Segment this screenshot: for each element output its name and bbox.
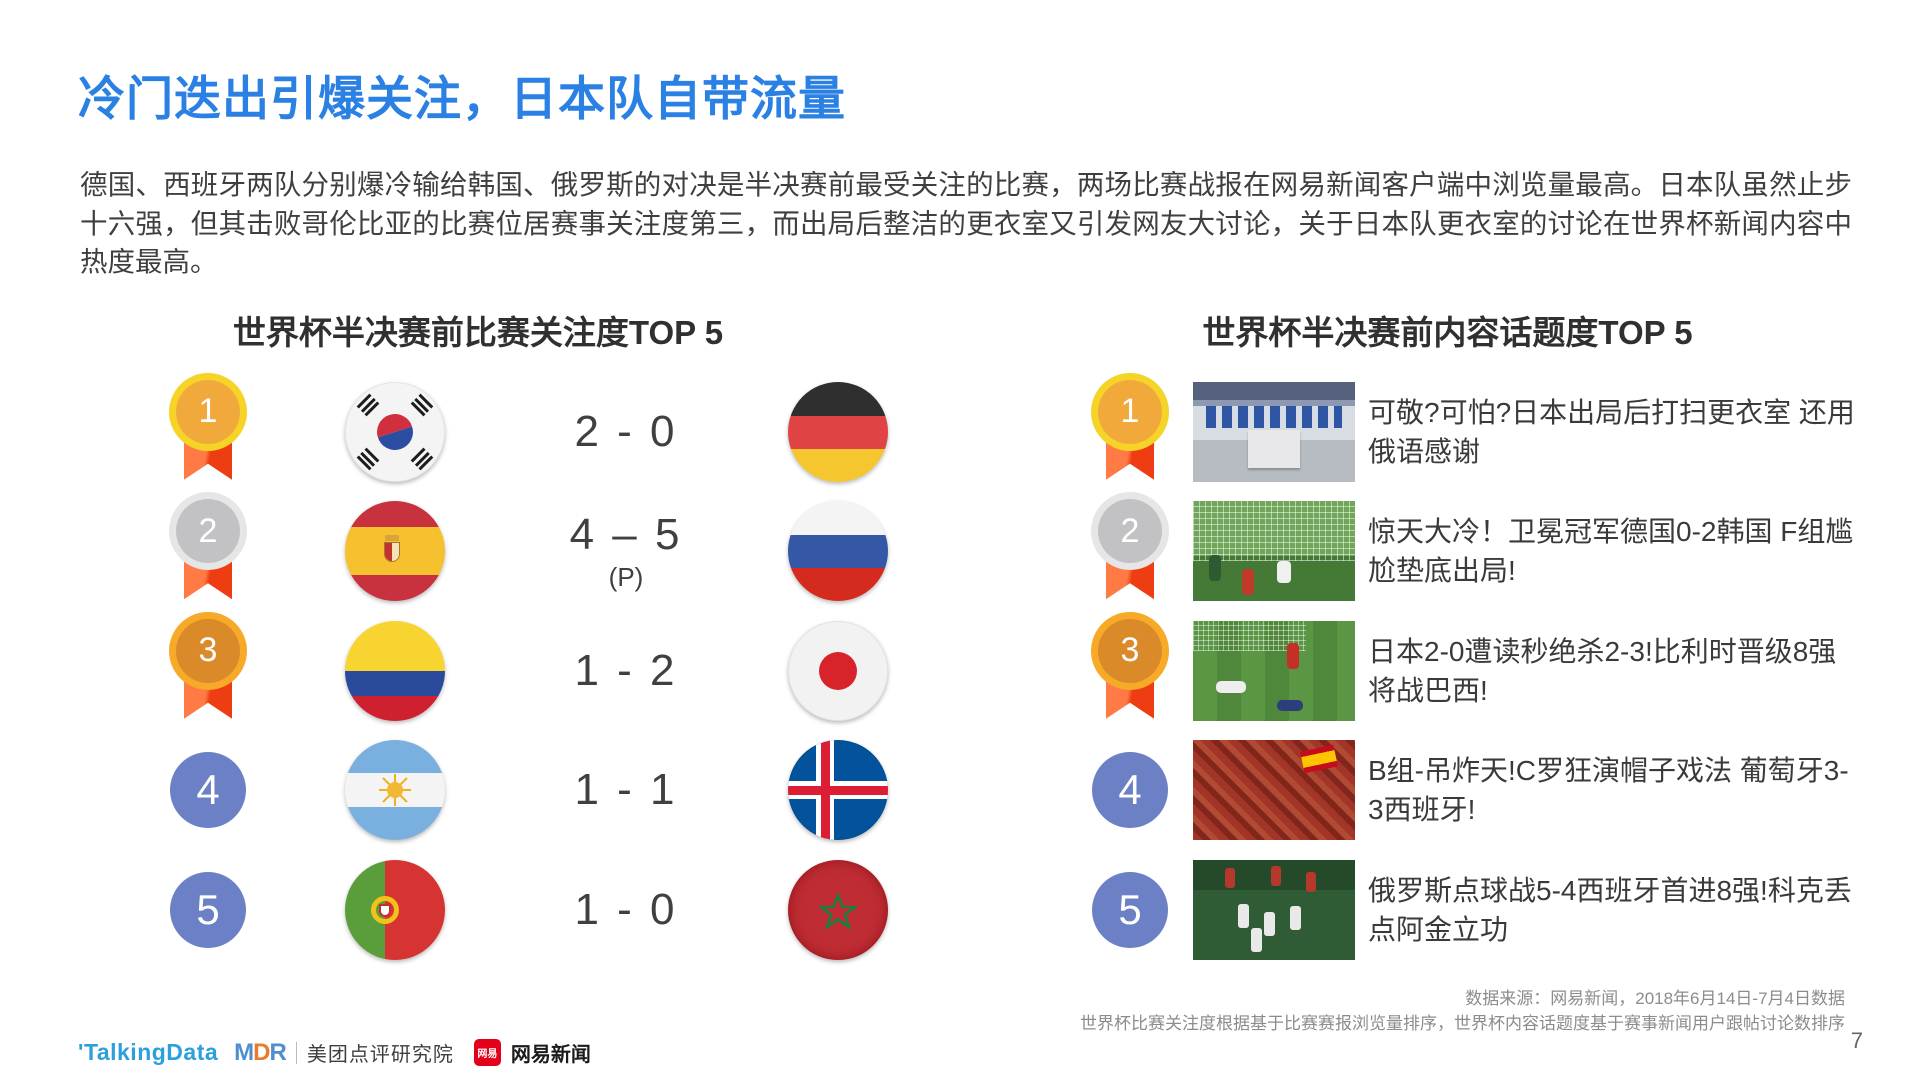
intro-paragraph: 德国、西班牙两队分别爆冷输给韩国、俄罗斯的对决是半决赛前最受关注的比赛，两场比赛…	[80, 169, 1852, 277]
source-line-2: 世界杯比赛关注度根据基于比赛赛报浏览量排序，世界杯内容话题度基于赛事新闻用户跟帖…	[1080, 1014, 1845, 1033]
flag-spain-icon	[345, 501, 445, 602]
match-score: 2 - 0	[574, 406, 678, 456]
flag-argentina-icon	[345, 740, 445, 841]
flag-portugal-icon	[345, 859, 445, 960]
rank-circle-icon: 5	[170, 871, 246, 948]
rank-circle-icon: 4	[170, 752, 246, 829]
flag-morocco-icon	[788, 859, 888, 960]
rank-number: 2	[176, 499, 240, 564]
silver-medal-icon: 2	[1098, 499, 1162, 600]
table-row: 1 2 - 0	[128, 372, 918, 492]
list-item: 3 日本2-0遭读秒绝杀2-3!比利时晋级8强将战巴西!	[1085, 611, 1860, 731]
footer-logos: 'TalkingData MDR 美团点评研究院 网易 网易新闻	[78, 1038, 591, 1067]
table-row: 2 4 – 5 (P)	[128, 492, 918, 612]
score-note: (P)	[608, 561, 644, 592]
news-headline: 俄罗斯点球战5-4西班牙首进8强!科克丢点阿金立功	[1368, 874, 1852, 945]
rank-circle-icon: 5	[1092, 871, 1168, 948]
flag-japan-icon	[788, 620, 888, 721]
photo-russia-spain-penalties	[1193, 859, 1355, 960]
rank-number: 3	[176, 618, 240, 683]
logo-divider	[295, 1041, 297, 1064]
rank-number: 1	[1098, 379, 1162, 444]
flag-iceland-icon	[788, 740, 888, 841]
rank-number: 1	[176, 379, 240, 444]
rank-number: 3	[1098, 618, 1162, 683]
flag-south-korea-icon	[345, 381, 445, 482]
pentagram-star-icon	[819, 892, 857, 929]
right-panel-title: 世界杯半决赛前内容话题度TOP 5	[1202, 314, 1693, 351]
news-headline: 惊天大冷！卫冕冠军德国0-2韩国 F组尴尬垫底出局!	[1368, 516, 1854, 587]
news-headline: 可敬?可怕?日本出局后打扫更衣室 还用俄语感谢	[1368, 396, 1855, 467]
left-panel-title: 世界杯半决赛前比赛关注度TOP 5	[232, 314, 724, 351]
rank-circle-icon: 4	[1092, 752, 1168, 829]
match-score: 4 – 5	[569, 509, 683, 559]
gold-medal-icon: 1	[176, 379, 240, 480]
photo-japan-belgium-match	[1193, 620, 1355, 721]
rank-number: 2	[1098, 499, 1162, 564]
talkingdata-logo: 'TalkingData	[78, 1039, 219, 1065]
photo-portugal-spain-fans	[1193, 740, 1355, 841]
list-item: 5 俄罗斯点球战5-4西班牙首进8强!科克丢点阿金立功	[1085, 850, 1860, 970]
flag-russia-icon	[788, 501, 888, 602]
netease-badge-icon: 网易	[473, 1039, 501, 1066]
match-score: 1 - 1	[574, 765, 678, 815]
table-row: 3 1 - 2	[128, 611, 918, 731]
match-score: 1 - 0	[574, 884, 678, 934]
sun-of-may-icon	[379, 774, 411, 807]
gold-medal-icon: 1	[1098, 379, 1162, 480]
content-topic-ranking: 1 可敬?可怕?日本出局后打扫更衣室 还用俄语感谢 2 惊天大冷！卫冕冠军德国0…	[1085, 372, 1860, 970]
photo-germany-korea-goal	[1193, 501, 1355, 602]
bronze-medal-icon: 3	[176, 618, 240, 719]
photo-japan-locker-room	[1193, 381, 1355, 482]
silver-medal-icon: 2	[176, 499, 240, 600]
mdr-logo: MDR	[234, 1038, 287, 1066]
table-row: 5 1 - 0	[128, 850, 918, 970]
match-attention-ranking: 1 2 - 0 2 4 – 5	[128, 372, 918, 970]
page-number: 7	[1850, 1028, 1863, 1053]
list-item: 2 惊天大冷！卫冕冠军德国0-2韩国 F组尴尬垫底出局!	[1085, 492, 1860, 612]
table-row: 4 1 - 1	[128, 731, 918, 851]
page-title: 冷门迭出引爆关注，日本队自带流量	[78, 72, 846, 125]
flag-colombia-icon	[345, 620, 445, 721]
list-item: 4 B组-吊炸天!C罗狂演帽子戏法 葡萄牙3-3西班牙!	[1085, 731, 1860, 851]
bronze-medal-icon: 3	[1098, 618, 1162, 719]
news-headline: 日本2-0遭读秒绝杀2-3!比利时晋级8强将战巴西!	[1368, 635, 1837, 706]
list-item: 1 可敬?可怕?日本出局后打扫更衣室 还用俄语感谢	[1085, 372, 1860, 492]
data-source-note: 数据来源：网易新闻，2018年6月14日-7月4日数据 世界杯比赛关注度根据基于…	[1080, 986, 1845, 1036]
source-line-1: 数据来源：网易新闻，2018年6月14日-7月4日数据	[1465, 989, 1845, 1008]
netease-news-logo: 网易新闻	[510, 1044, 591, 1066]
match-score: 1 - 2	[574, 645, 678, 695]
news-headline: B组-吊炸天!C罗狂演帽子戏法 葡萄牙3-3西班牙!	[1368, 755, 1849, 826]
flag-germany-icon	[788, 381, 888, 482]
meituan-dianping-research-logo: 美团点评研究院	[306, 1044, 454, 1066]
